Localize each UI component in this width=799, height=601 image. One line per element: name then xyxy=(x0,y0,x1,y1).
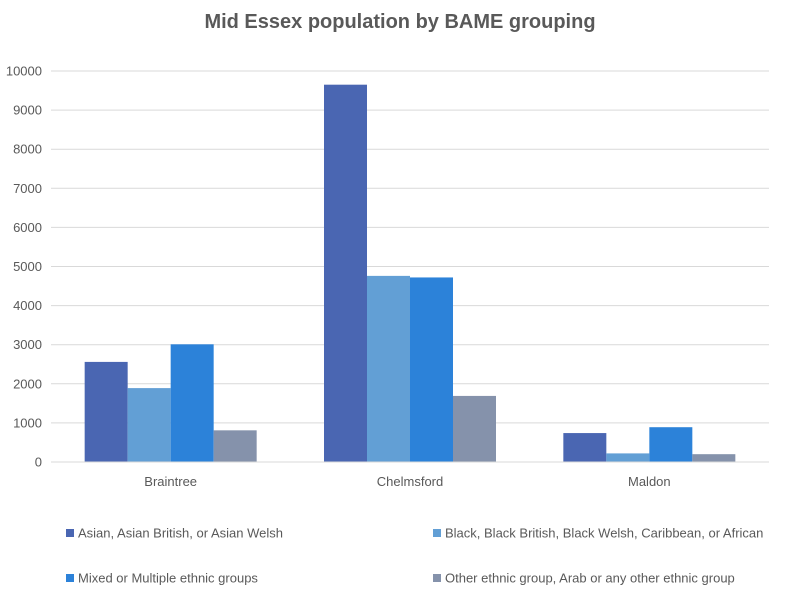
legend-swatch xyxy=(66,529,74,537)
x-tick-label: Maldon xyxy=(628,474,671,489)
bar-chelmsford-series-1 xyxy=(324,84,367,462)
bar-braintree-series-3 xyxy=(170,344,214,462)
y-axis-ticks: 0 1000 2000 3000 4000 5000 6000 7000 8000 9000 100… xyxy=(6,64,42,470)
x-tick-label: Braintree xyxy=(144,474,197,489)
bar-maldon-series-2 xyxy=(606,453,650,462)
y-tick-label: 1000 xyxy=(13,415,42,430)
bar-chelmsford-series-3 xyxy=(410,277,453,462)
x-axis-ticks: Braintree Chelmsford Maldon xyxy=(144,474,670,489)
y-tick-label: 10000 xyxy=(6,64,42,79)
legend-label: Other ethnic group, Arab or any other et… xyxy=(445,571,735,586)
bar-maldon-series-4 xyxy=(692,454,736,462)
y-tick-label: 4000 xyxy=(13,298,42,313)
legend-swatch xyxy=(433,574,441,582)
legend-label: Mixed or Multiple ethnic groups xyxy=(78,571,258,586)
bar-braintree-series-4 xyxy=(213,430,257,462)
legend-swatch xyxy=(433,529,441,537)
bar-braintree-series-2 xyxy=(127,388,171,462)
bar-chelmsford-series-4 xyxy=(453,395,496,462)
y-tick-label: 5000 xyxy=(13,259,42,274)
bar-chelmsford-series-2 xyxy=(367,275,410,462)
legend-swatch xyxy=(66,574,74,582)
legend: Asian, Asian British, or Asian Welsh Blac… xyxy=(66,526,763,586)
y-tick-label: 2000 xyxy=(13,376,42,391)
legend-label: Black, Black British, Black Welsh, Carib… xyxy=(445,526,763,541)
y-tick-label: 8000 xyxy=(13,142,42,157)
chart-title: Mid Essex population by BAME grouping xyxy=(204,11,595,33)
y-tick-label: 9000 xyxy=(13,103,42,118)
y-tick-label: 3000 xyxy=(13,337,42,352)
x-tick-label: Chelmsford xyxy=(377,474,443,489)
y-tick-label: 7000 xyxy=(13,181,42,196)
y-tick-label: 6000 xyxy=(13,220,42,235)
legend-label: Asian, Asian British, or Asian Welsh xyxy=(78,526,283,541)
y-tick-label: 0 xyxy=(35,455,42,470)
bar-maldon-series-1 xyxy=(563,433,607,462)
bar-braintree-series-1 xyxy=(84,361,128,462)
bar-maldon-series-3 xyxy=(649,427,693,462)
bars xyxy=(84,84,736,462)
